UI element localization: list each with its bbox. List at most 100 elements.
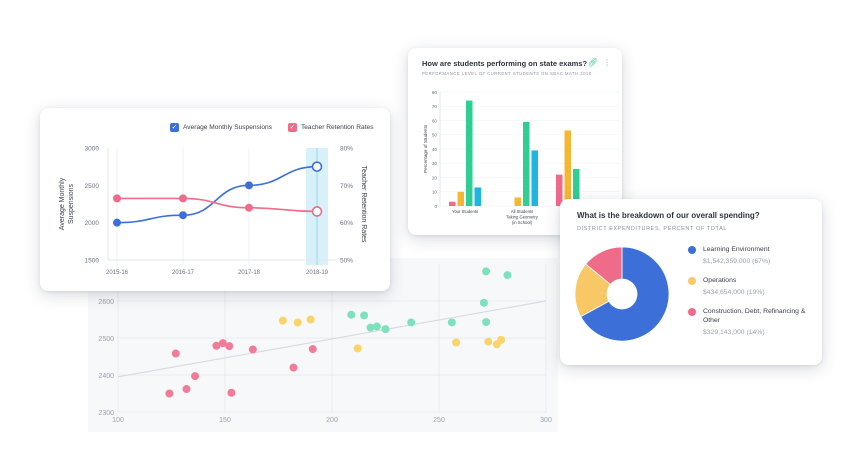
legend-value: $434,654,000 (19%)	[703, 289, 765, 296]
legend-item: Learning Environment $1,542,359,000 (67%…	[688, 245, 816, 267]
scatter-point	[366, 323, 375, 332]
scatter-point	[308, 345, 317, 354]
y-tick-label: 20	[432, 175, 438, 180]
card-title: How are students performing on state exa…	[422, 59, 588, 68]
y2-tick-label: 70%	[340, 183, 353, 190]
x-tick-label: All Students	[511, 209, 533, 214]
x-tick-label: 2017-18	[238, 270, 261, 276]
data-point	[113, 194, 121, 203]
scatter-point	[248, 345, 257, 354]
scatter-point	[497, 335, 506, 344]
bar	[457, 191, 464, 206]
x-tick-label: 150	[219, 417, 231, 424]
legend-item-retention[interactable]: ✓ Teacher Retention Rates	[287, 123, 374, 132]
scatter-point	[306, 315, 315, 324]
y-tick-label: 3000	[85, 146, 100, 153]
scatter-point	[407, 318, 416, 327]
pie-slice	[585, 246, 623, 286]
y-tick-label: 0	[434, 204, 437, 209]
scatter-point	[171, 349, 180, 358]
bar	[466, 100, 473, 206]
data-point	[245, 181, 253, 190]
bar	[531, 150, 538, 206]
x-tick-label: 250	[433, 417, 445, 424]
more-options-icon[interactable]: ⋮	[603, 58, 611, 67]
data-point	[113, 218, 121, 227]
scatter-point	[212, 341, 221, 350]
legend-label: Learning Environment	[703, 246, 770, 253]
y-tick-label: 2500	[85, 183, 100, 190]
y2-axis-title: Teacher Retention Rates	[360, 165, 367, 243]
y-tick-label: 2500	[98, 336, 114, 343]
scatter-point	[347, 310, 356, 319]
legend-item-suspensions[interactable]: ✓ Average Monthly Suspensions	[170, 123, 272, 132]
scatter-point	[353, 344, 362, 353]
scatter-point	[482, 267, 491, 276]
y-tick-label: 2300	[98, 410, 114, 417]
scatter-point	[293, 318, 302, 327]
bar	[474, 187, 481, 206]
x-tick-label: Your Students	[452, 209, 478, 214]
series-line	[116, 165, 318, 224]
bar	[564, 130, 571, 206]
x-tick-label: 300	[540, 417, 552, 424]
y-axis-title: Percentage of Students	[423, 124, 428, 173]
scatter-point	[479, 298, 488, 307]
legend-label: Construction, Debt, Refinancing & Other	[703, 308, 806, 324]
y-tick-label: 1500	[85, 258, 100, 265]
card-subtitle: DISTRICT EXPENDITURES, PERCENT OF TOTAL	[577, 226, 728, 232]
card-subtitle: PERFORMANCE LEVEL OF CURRENT STUDENTS ON…	[422, 71, 592, 76]
scatter-point	[227, 388, 236, 397]
checkbox-checked-icon[interactable]: ✓	[287, 123, 297, 132]
legend-swatch	[688, 308, 696, 316]
scatter-point	[218, 339, 227, 348]
pie-slice	[580, 246, 670, 342]
x-tick-label: 2016-17	[172, 270, 195, 276]
y-tick-label: 2000	[85, 220, 100, 227]
scatter-point	[381, 325, 390, 334]
data-point-highlighted	[311, 206, 323, 217]
legend-value: $329,143,000 (14%)	[703, 329, 765, 336]
scatter-point	[191, 372, 200, 381]
legend-label: Teacher Retention Rates	[300, 124, 374, 131]
y-tick-label: 2400	[98, 373, 114, 380]
x-tick-label: (in School)	[512, 220, 533, 225]
scatter-point	[447, 318, 456, 327]
x-tick-label: 200	[326, 417, 338, 424]
line-chart: 3000 2500 2000 1500 80% 70% 60% 50% 2015-16 2016-…	[59, 146, 367, 277]
x-tick-label: 2018-19	[306, 270, 329, 276]
x-tick-label: Taking Geometry	[506, 215, 539, 220]
scatter-point	[484, 337, 493, 346]
trend-line	[117, 300, 547, 378]
scatter-point	[165, 389, 174, 398]
x-tick-label: 2015-16	[106, 270, 129, 276]
donut-chart	[574, 246, 670, 342]
link-icon[interactable]: 🔗︎	[587, 58, 598, 67]
y-tick-label: 40	[432, 147, 438, 152]
bar	[556, 174, 563, 206]
line-chart-card: ✓ Average Monthly Suspensions ✓ Teacher …	[40, 108, 390, 291]
scatter-point	[452, 338, 461, 347]
y-tick-label: 50	[432, 133, 438, 138]
x-tick-label: 100	[112, 417, 124, 424]
scatter-point	[360, 311, 369, 320]
data-point	[179, 194, 187, 203]
donut-legend: Learning Environment $1,542,359,000 (67%…	[688, 245, 816, 347]
scatter-point	[289, 363, 298, 372]
data-point	[179, 211, 187, 220]
legend-swatch	[688, 277, 696, 285]
bar	[573, 168, 580, 206]
data-point-highlighted	[311, 161, 323, 172]
y2-tick-label: 60%	[340, 220, 353, 227]
card-title: What is the breakdown of our overall spe…	[577, 211, 760, 220]
bar	[523, 121, 530, 206]
series-line	[117, 197, 318, 213]
scatter-point	[182, 385, 191, 394]
checkbox-checked-icon[interactable]: ✓	[170, 123, 179, 132]
legend-item: Construction, Debt, Refinancing & Other …	[688, 307, 816, 338]
bar-chart: 0 10 20 30 40 50 60 70 80 Percentage of Students Y…	[423, 90, 620, 225]
donut-chart-card: What is the breakdown of our overall spe…	[560, 199, 822, 365]
y2-tick-label: 50%	[340, 258, 353, 265]
y2-tick-label: 80%	[340, 146, 353, 153]
y-tick-label: 30	[432, 161, 438, 166]
